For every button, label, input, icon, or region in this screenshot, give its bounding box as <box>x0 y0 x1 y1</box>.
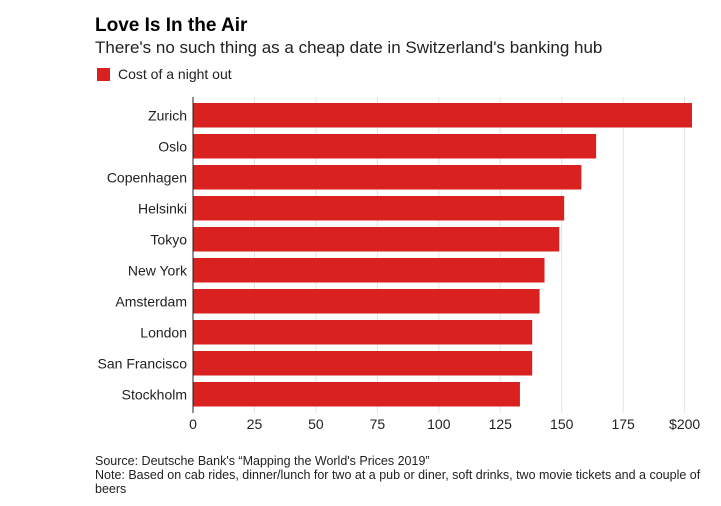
bar <box>193 351 533 376</box>
methodology-note: Note: Based on cab rides, dinner/lunch f… <box>95 468 701 496</box>
x-tick-label: 50 <box>308 416 324 432</box>
bar <box>193 320 533 345</box>
category-label: Copenhagen <box>107 169 187 185</box>
chart-footer: Source: Deutsche Bank's “Mapping the Wor… <box>95 454 705 496</box>
legend-label: Cost of a night out <box>118 66 232 82</box>
chart-title: Love Is In the Air <box>95 15 248 36</box>
category-label: San Francisco <box>98 355 188 371</box>
x-tick-label: 0 <box>189 416 197 432</box>
source-note: Source: Deutsche Bank's “Mapping the Wor… <box>95 454 430 468</box>
x-tick-label: 75 <box>370 416 386 432</box>
category-label: Zurich <box>148 107 187 123</box>
bar <box>193 134 597 159</box>
category-label: New York <box>128 262 188 278</box>
bar <box>193 165 582 190</box>
x-tick-label: 125 <box>489 416 513 432</box>
bar <box>193 227 560 252</box>
category-label: Tokyo <box>150 231 187 247</box>
legend: Cost of a night out <box>97 66 232 82</box>
category-label: London <box>140 324 187 340</box>
x-tick-label: $200 <box>669 416 700 432</box>
bar <box>193 196 565 221</box>
chart-subtitle: There's no such thing as a cheap date in… <box>95 38 603 57</box>
bar <box>193 103 692 128</box>
x-tick-label: 25 <box>247 416 263 432</box>
legend-swatch <box>97 67 110 81</box>
x-tick-label: 175 <box>611 416 635 432</box>
x-tick-label: 100 <box>427 416 451 432</box>
bar <box>193 289 540 314</box>
category-label: Oslo <box>158 138 187 154</box>
category-label: Stockholm <box>122 386 187 402</box>
category-label: Helsinki <box>138 200 187 216</box>
bar <box>193 382 520 407</box>
category-label: Amsterdam <box>115 293 187 309</box>
bar <box>193 258 545 283</box>
x-tick-label: 150 <box>550 416 574 432</box>
